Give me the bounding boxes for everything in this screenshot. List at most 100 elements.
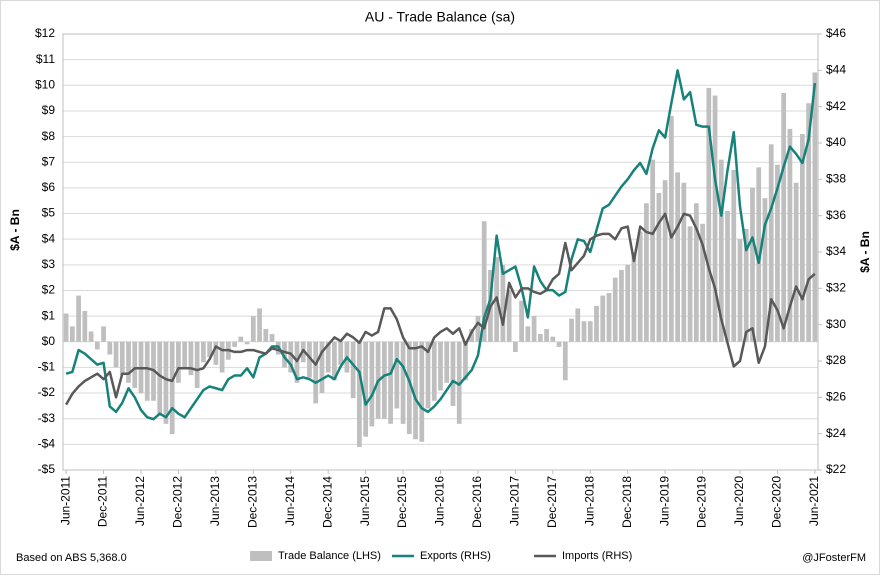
chart-title: AU - Trade Balance (sa) xyxy=(365,9,515,25)
bar xyxy=(562,341,568,381)
bar xyxy=(681,182,687,342)
bar xyxy=(762,198,768,342)
y-tick-label: -$1 xyxy=(38,360,56,374)
bar xyxy=(250,316,256,342)
x-tick-label: Jun-2017 xyxy=(508,476,522,526)
y-tick-label: -$4 xyxy=(38,437,56,451)
x-tick-label: Dec-2014 xyxy=(320,476,334,528)
bar xyxy=(369,341,375,427)
bar xyxy=(650,159,656,342)
bar xyxy=(213,341,219,365)
bar xyxy=(357,341,362,447)
bar xyxy=(157,341,163,414)
x-tick-label: Jun-2015 xyxy=(358,476,372,526)
bar xyxy=(350,341,356,399)
bar xyxy=(101,326,106,342)
bar xyxy=(406,341,412,435)
y2-tick-label: $30 xyxy=(826,317,846,331)
x-tick-label: Dec-2017 xyxy=(545,476,559,528)
bar xyxy=(644,203,649,342)
y2-tick-label: $24 xyxy=(826,426,846,440)
y-tick-label: $4 xyxy=(42,231,56,245)
bar xyxy=(750,187,755,342)
legend-label: Trade Balance (LHS) xyxy=(278,550,381,562)
bar xyxy=(381,341,387,419)
x-tick-label: Jun-2014 xyxy=(283,476,297,526)
x-tick-label: Dec-2012 xyxy=(171,476,185,528)
bar xyxy=(556,341,562,347)
x-tick-label: Dec-2020 xyxy=(770,476,784,528)
y-tick-label: $3 xyxy=(42,257,56,271)
bar xyxy=(201,341,206,363)
x-tick-label: Jun-2016 xyxy=(433,476,447,526)
bar xyxy=(313,341,319,404)
bar xyxy=(637,231,643,342)
bar xyxy=(132,341,138,388)
bar xyxy=(388,341,393,424)
bar xyxy=(581,321,587,342)
y2-tick-label: $46 xyxy=(826,26,846,40)
y-tick-label: $7 xyxy=(42,154,56,168)
bar xyxy=(169,341,175,435)
bar xyxy=(400,341,406,424)
bar xyxy=(700,223,705,342)
bar xyxy=(731,169,737,342)
bar xyxy=(787,128,793,342)
y2-tick-label: $34 xyxy=(826,244,846,258)
bar xyxy=(531,316,537,342)
bar xyxy=(469,328,475,342)
y2-tick-label: $22 xyxy=(826,462,846,476)
legend-swatch xyxy=(250,551,272,561)
bar xyxy=(475,316,481,342)
y-tick-label: $8 xyxy=(42,129,56,143)
bar xyxy=(194,341,200,388)
y2-tick-label: $32 xyxy=(826,281,846,295)
bar xyxy=(519,300,524,342)
bar xyxy=(619,269,624,342)
bar xyxy=(438,341,443,391)
bar xyxy=(450,341,456,406)
bar xyxy=(481,221,487,342)
bar xyxy=(706,87,712,342)
bar xyxy=(119,341,125,376)
bar xyxy=(550,336,556,342)
y-tick-label: $6 xyxy=(42,180,56,194)
bar xyxy=(718,159,724,342)
x-tick-label: Jun-2011 xyxy=(58,476,72,525)
bar xyxy=(325,341,331,373)
bar xyxy=(425,341,431,409)
y2-tick-label: $28 xyxy=(826,353,846,367)
y2-tick-label: $42 xyxy=(826,99,846,113)
y-tick-label: $1 xyxy=(42,308,56,322)
bar xyxy=(232,341,237,347)
bar xyxy=(76,295,81,342)
bar xyxy=(94,341,100,350)
bar xyxy=(282,341,287,368)
bar xyxy=(126,341,131,383)
y-tick-label: $11 xyxy=(36,52,55,66)
bar xyxy=(513,341,518,353)
bar xyxy=(144,341,150,401)
bar xyxy=(612,277,618,342)
bar xyxy=(800,134,805,342)
bar xyxy=(207,341,213,358)
bar xyxy=(288,341,294,373)
bar xyxy=(238,336,244,342)
bar xyxy=(587,321,593,342)
bar xyxy=(188,341,194,376)
legend-label: Exports (RHS) xyxy=(420,550,491,562)
y2-tick-label: $36 xyxy=(826,208,846,222)
bar xyxy=(793,182,799,342)
bar xyxy=(444,341,450,383)
y-tick-label: $5 xyxy=(42,206,56,220)
y2-tick-label: $44 xyxy=(826,63,846,77)
x-tick-label: Dec-2011 xyxy=(96,476,110,527)
y-tick-label: -$5 xyxy=(38,462,56,476)
bar xyxy=(63,313,69,342)
bar xyxy=(625,264,631,342)
bar xyxy=(338,341,344,365)
y2-tick-label: $40 xyxy=(826,135,846,149)
bar xyxy=(182,341,188,368)
y2-tick-label: $38 xyxy=(826,172,846,186)
bar xyxy=(307,341,312,378)
